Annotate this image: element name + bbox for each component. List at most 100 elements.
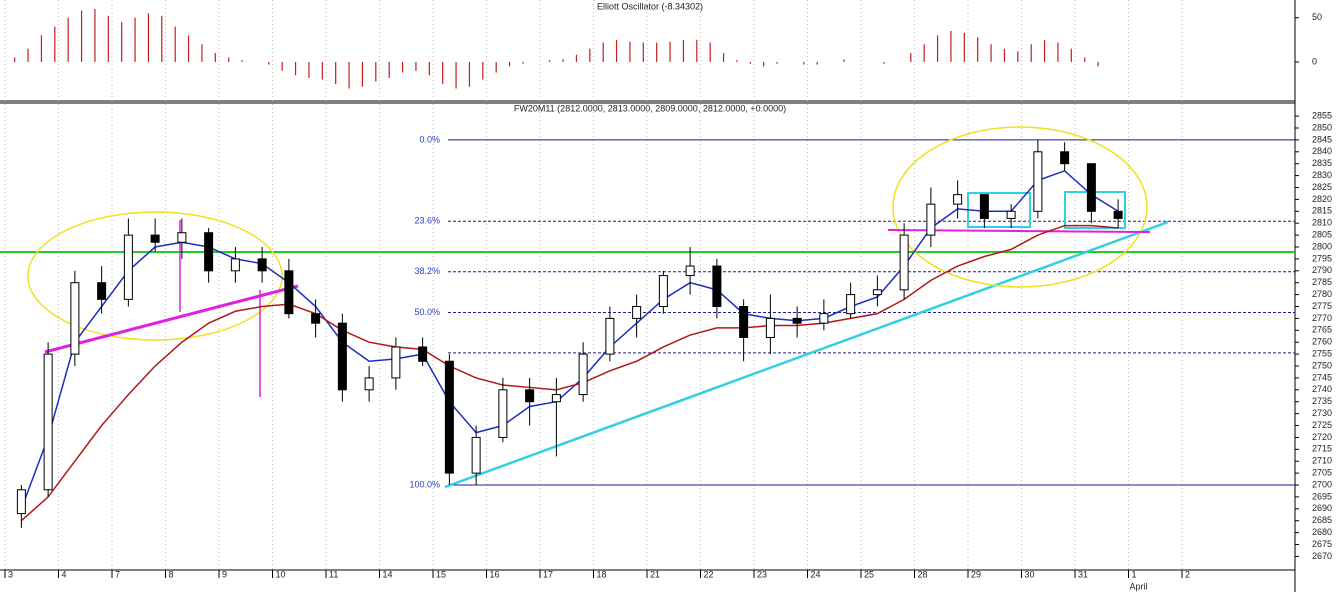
y-tick-label: 2715 <box>1312 444 1332 454</box>
candle-body <box>230 258 240 272</box>
candle-body <box>337 322 347 391</box>
candle-body <box>1006 210 1016 219</box>
candle-body <box>872 289 882 296</box>
y-tick-label: 2725 <box>1312 420 1332 430</box>
fib-label: 0.0% <box>419 134 440 144</box>
candle-body <box>712 265 722 308</box>
candle-body <box>123 234 133 300</box>
candle-body <box>284 270 294 315</box>
y-tick-label: 2765 <box>1312 325 1332 335</box>
candle-body <box>471 436 481 474</box>
candle-body <box>257 258 267 272</box>
y-tick-label: 2835 <box>1312 158 1332 168</box>
candle-body <box>70 282 80 355</box>
candle-body <box>1033 151 1043 212</box>
candle-body <box>16 489 26 515</box>
y-tick-label: 2730 <box>1312 408 1332 418</box>
y-tick-label: 2820 <box>1312 194 1332 204</box>
x-tick-label: 1 <box>1132 569 1137 579</box>
x-month-label: April <box>1130 581 1148 591</box>
candle-body <box>498 389 508 438</box>
highlight-ellipse <box>27 211 283 341</box>
candle-body <box>97 282 107 300</box>
y-tick-label: 2795 <box>1312 253 1332 263</box>
fib-label: 100.0% <box>409 479 440 489</box>
candle-body <box>605 317 615 355</box>
fib-label: 23.6% <box>414 216 440 226</box>
y-tick-label: 2700 <box>1312 479 1332 489</box>
candle-body <box>685 265 695 277</box>
x-tick-label: 25 <box>864 569 874 579</box>
trend-line <box>444 220 1169 489</box>
highlight-ellipse <box>892 126 1148 288</box>
candle-body <box>418 346 428 362</box>
candle-body <box>819 313 829 324</box>
y-tick-label: 50 <box>1312 12 1322 22</box>
x-tick-label: 30 <box>1025 569 1035 579</box>
neckline <box>44 284 299 354</box>
y-tick-label: 2740 <box>1312 384 1332 394</box>
y-tick-label: 2775 <box>1312 301 1332 311</box>
candle-body <box>551 394 561 403</box>
y-tick-label: 2755 <box>1312 348 1332 358</box>
x-tick-label: 31 <box>1078 569 1088 579</box>
candle-body <box>43 353 53 491</box>
y-tick-label: 2825 <box>1312 182 1332 192</box>
y-tick-label: 0 <box>1312 56 1317 66</box>
y-tick-label: 2810 <box>1312 218 1332 228</box>
fib-label: 38.2% <box>414 266 440 276</box>
x-tick-label: 9 <box>222 569 227 579</box>
y-tick-label: 2780 <box>1312 289 1332 299</box>
x-tick-label: 28 <box>918 569 928 579</box>
candle-body <box>311 313 321 324</box>
candle-body <box>1086 163 1096 212</box>
candle-body <box>444 360 454 474</box>
candle-body <box>204 232 214 272</box>
x-tick-label: 16 <box>490 569 500 579</box>
x-tick-label: 10 <box>276 569 286 579</box>
y-tick-label: 2815 <box>1312 206 1332 216</box>
y-tick-label: 2800 <box>1312 241 1332 251</box>
candle-body <box>792 317 802 324</box>
x-tick-label: 11 <box>329 569 338 579</box>
candle-body <box>979 194 989 219</box>
x-tick-label: 3 <box>8 569 13 579</box>
y-tick-label: 2850 <box>1312 122 1332 132</box>
y-tick-label: 2760 <box>1312 337 1332 347</box>
x-tick-label: 15 <box>436 569 446 579</box>
x-tick-label: 17 <box>543 569 553 579</box>
candle-body <box>739 306 749 338</box>
y-tick-label: 2750 <box>1312 360 1332 370</box>
candle-body <box>899 234 909 291</box>
candle-body <box>364 377 374 391</box>
candle-body <box>1113 210 1123 219</box>
candle-body <box>1060 151 1070 165</box>
candle-body <box>177 232 187 243</box>
candle-body <box>953 194 963 205</box>
y-tick-label: 2685 <box>1312 515 1332 525</box>
y-tick-label: 2785 <box>1312 277 1332 287</box>
oscillator-title: Elliott Oscillator (-8.34302) <box>597 1 703 11</box>
y-tick-label: 2735 <box>1312 396 1332 406</box>
x-tick-label: 24 <box>811 569 821 579</box>
y-tick-label: 2840 <box>1312 146 1332 156</box>
x-tick-label: 18 <box>597 569 607 579</box>
y-tick-label: 2770 <box>1312 313 1332 323</box>
x-tick-label: 14 <box>383 569 393 579</box>
x-tick-label: 29 <box>971 569 981 579</box>
y-tick-label: 2690 <box>1312 503 1332 513</box>
candle-body <box>926 203 936 236</box>
candle-body <box>846 294 856 315</box>
y-tick-label: 2745 <box>1312 372 1332 382</box>
y-tick-label: 2670 <box>1312 551 1332 561</box>
price-title: FW20M11 (2812.0000, 2813.0000, 2809.0000… <box>514 103 786 113</box>
x-tick-label: 22 <box>704 569 714 579</box>
annotations <box>0 126 1295 489</box>
x-tick-label: 4 <box>62 569 67 579</box>
x-tick-label: 8 <box>169 569 174 579</box>
y-tick-label: 2675 <box>1312 539 1332 549</box>
y-tick-label: 2805 <box>1312 229 1332 239</box>
candle-body <box>632 306 642 319</box>
x-tick-label: 23 <box>757 569 767 579</box>
